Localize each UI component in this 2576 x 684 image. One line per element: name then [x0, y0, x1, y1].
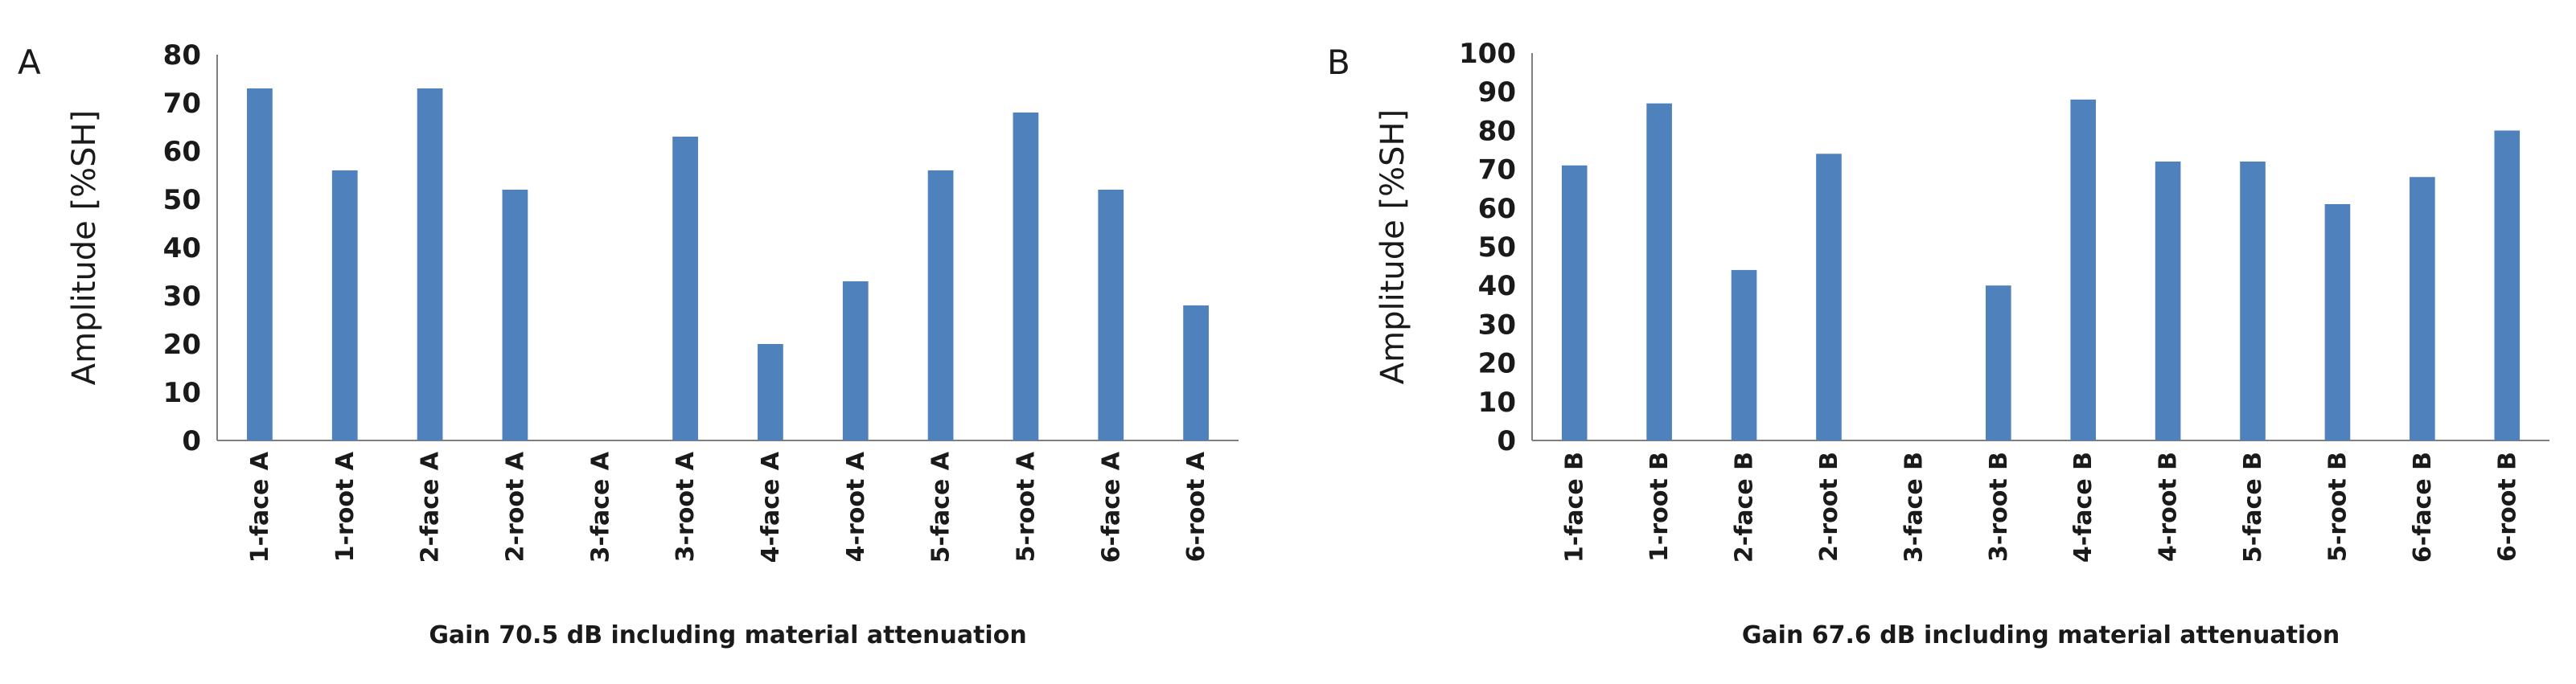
x-tick-label: 2-root B: [1815, 452, 1843, 562]
y-tick-label: 20: [163, 329, 201, 361]
bar: [1098, 190, 1124, 440]
bar: [417, 88, 443, 440]
bar: [1816, 154, 1842, 440]
x-tick-label: 1-root A: [331, 451, 359, 562]
bar: [2410, 177, 2435, 441]
x-tick-label: 6-root A: [1182, 451, 1210, 562]
bar: [1183, 305, 1209, 440]
x-tick-label: 3-root A: [672, 451, 700, 562]
bar: [2155, 161, 2181, 440]
x-tick-label: 6-face B: [2409, 452, 2437, 563]
bar: [2494, 130, 2521, 440]
y-tick-label: 10: [1478, 387, 1516, 419]
bar: [927, 170, 954, 440]
y-tick-label: 0: [182, 425, 201, 457]
bar: [502, 190, 528, 440]
y-tick-label: 100: [1459, 38, 1516, 70]
y-tick-label: 70: [163, 88, 201, 120]
x-axis-label: Gain 70.5 dB including material attenuat…: [429, 621, 1026, 649]
chart-panel-a: A Amplitude [%SH] 0 10 20 30 40 50 60 70 80 1-face …: [18, 39, 1239, 649]
x-tick-label: 3-face A: [586, 451, 614, 563]
y-tick-label: 50: [163, 184, 201, 216]
x-tick-label: 6-face A: [1097, 451, 1125, 563]
y-tick-label: 10: [163, 377, 201, 409]
bar: [331, 170, 358, 440]
x-tick-label: 4-root A: [842, 451, 870, 562]
y-tick-label: 40: [163, 232, 201, 264]
bar: [672, 137, 698, 440]
x-tick-label: 5-face A: [927, 451, 955, 563]
y-tick-label: 40: [1478, 270, 1516, 302]
x-tick-label: 2-face B: [1731, 452, 1759, 563]
y-tick-label: 30: [163, 281, 201, 313]
x-tick-label: 2-root A: [501, 451, 529, 562]
panel-letter: B: [1327, 43, 1350, 82]
bar: [758, 344, 783, 440]
y-axis-label: Amplitude [%SH]: [66, 110, 103, 385]
x-tick-label: 6-root B: [2493, 452, 2521, 562]
y-tick-label: 50: [1478, 231, 1516, 264]
bar: [1985, 285, 2011, 440]
y-tick-label: 90: [1478, 76, 1516, 109]
x-tick-label: 3-root B: [1985, 452, 2013, 562]
x-tick-label: 1-face B: [1561, 452, 1589, 563]
bar: [2240, 161, 2266, 440]
x-tick-label: 2-face A: [417, 451, 445, 563]
x-tick-label: 5-root A: [1012, 451, 1040, 562]
bar: [842, 281, 869, 440]
bar: [1646, 103, 1672, 440]
x-tick-label: 4-face A: [757, 451, 785, 563]
y-axis-label: Amplitude [%SH]: [1374, 109, 1411, 384]
y-tick-label: 80: [1478, 115, 1516, 147]
bar: [2070, 99, 2097, 440]
panel-letter: A: [18, 43, 41, 82]
y-tick-label: 60: [1478, 193, 1516, 225]
bar: [247, 88, 273, 440]
x-tick-label: 1-face A: [246, 451, 274, 563]
y-tick-label: 30: [1478, 309, 1516, 341]
x-tick-label: 4-root B: [2155, 452, 2183, 562]
bar: [1731, 269, 1757, 440]
bar: [1013, 113, 1039, 440]
y-tick-label: 60: [163, 136, 201, 168]
x-tick-label: 3-face B: [1900, 452, 1928, 563]
x-axis-label: Gain 67.6 dB including material attenuat…: [1742, 621, 2340, 649]
bar: [1561, 165, 1588, 440]
x-tick-label: 5-face B: [2239, 452, 2267, 563]
y-tick-label: 80: [163, 39, 201, 72]
x-tick-label: 1-root B: [1645, 452, 1674, 562]
y-tick-label: 20: [1478, 348, 1516, 380]
y-tick-label: 70: [1478, 154, 1516, 186]
x-tick-label: 5-root B: [2323, 452, 2352, 562]
bar: [2324, 203, 2351, 441]
y-tick-label: 0: [1497, 425, 1516, 457]
x-tick-label: 4-face B: [2069, 452, 2097, 563]
chart-panel-b: B Amplitude [%SH] 0 10 20 30 40 50 60 70 80 90 100 1-…: [1327, 38, 2549, 649]
